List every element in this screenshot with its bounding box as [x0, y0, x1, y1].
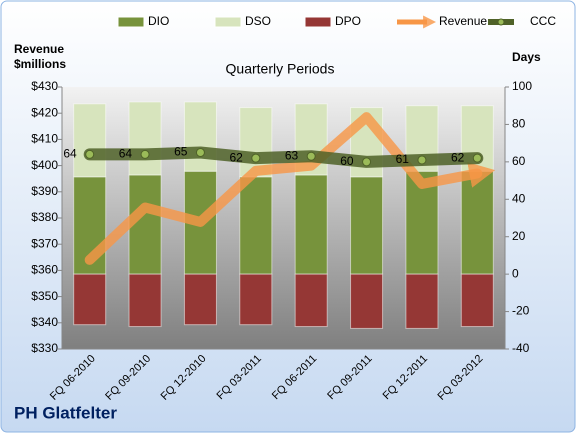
data-label: 65 [174, 145, 188, 159]
data-label: 62 [451, 150, 465, 164]
legend-label: DPO [335, 14, 361, 28]
ccc-point [85, 149, 95, 159]
y2-tick-label: 40 [512, 191, 526, 205]
bar [183, 101, 217, 172]
y-axis-label: Revenue [14, 42, 64, 56]
legend-swatch [304, 16, 332, 28]
ccc-point [306, 151, 316, 161]
revenue-line [84, 112, 496, 265]
bar [460, 170, 494, 275]
bar [294, 174, 328, 275]
legend-swatch [214, 16, 242, 28]
legend-label: DIO [148, 14, 169, 28]
ccc-point [362, 157, 372, 167]
y-tick-label: $400 [31, 158, 58, 172]
bar [350, 176, 384, 275]
y-tick-label: $420 [31, 105, 58, 119]
bar [73, 273, 107, 326]
y2-tick-label: 80 [512, 117, 526, 131]
legend-label: Revenue [439, 14, 487, 28]
y2-tick-label: 100 [512, 79, 532, 93]
ccc-point [195, 148, 205, 157]
y-tick-label: $430 [31, 79, 58, 93]
ccc-point [472, 153, 482, 163]
data-label: 60 [340, 154, 354, 168]
caption: PH Glatfelter [14, 403, 117, 422]
data-label: 64 [63, 147, 77, 161]
y2-tick-label: 20 [512, 229, 526, 243]
ccc-point [417, 155, 427, 165]
y2-tick-label: -40 [512, 341, 530, 355]
ccc-point [251, 153, 261, 163]
data-label: 62 [229, 150, 243, 164]
y-tick-label: $410 [31, 132, 58, 146]
y-tick-label: $340 [31, 315, 58, 329]
y-tick-label: $350 [31, 289, 58, 303]
legend-swatch [497, 18, 505, 26]
y-tick-label: $390 [31, 184, 58, 198]
data-label: 64 [119, 147, 133, 161]
bar [405, 273, 439, 329]
bar [460, 273, 494, 328]
y-tick-label: $380 [31, 210, 58, 224]
y2-tick-label: 60 [512, 154, 526, 168]
y-axis-label: $millions [14, 57, 66, 71]
bar [239, 176, 273, 275]
y2-tick-label: -20 [512, 304, 530, 318]
bar [350, 273, 384, 329]
y2-tick-label: 0 [512, 266, 519, 280]
y-tick-label: $360 [31, 263, 58, 277]
bar [239, 273, 273, 326]
bar [73, 103, 107, 178]
data-label: 63 [285, 148, 299, 162]
bar [294, 273, 328, 328]
chart-title: Quarterly Periods [226, 61, 335, 77]
y-tick-label: $330 [31, 341, 58, 355]
y-tick-label: $370 [31, 236, 58, 250]
legend-swatch [117, 16, 145, 28]
legend-label: CCC [530, 14, 556, 28]
ccc-point [140, 149, 150, 159]
bar [128, 101, 162, 176]
data-label: 61 [396, 152, 410, 166]
bar [183, 273, 217, 326]
legend-label: DSO [245, 14, 271, 28]
ccc-line [83, 146, 484, 168]
y2-axis-label: Days [512, 50, 541, 64]
bar [128, 273, 162, 328]
